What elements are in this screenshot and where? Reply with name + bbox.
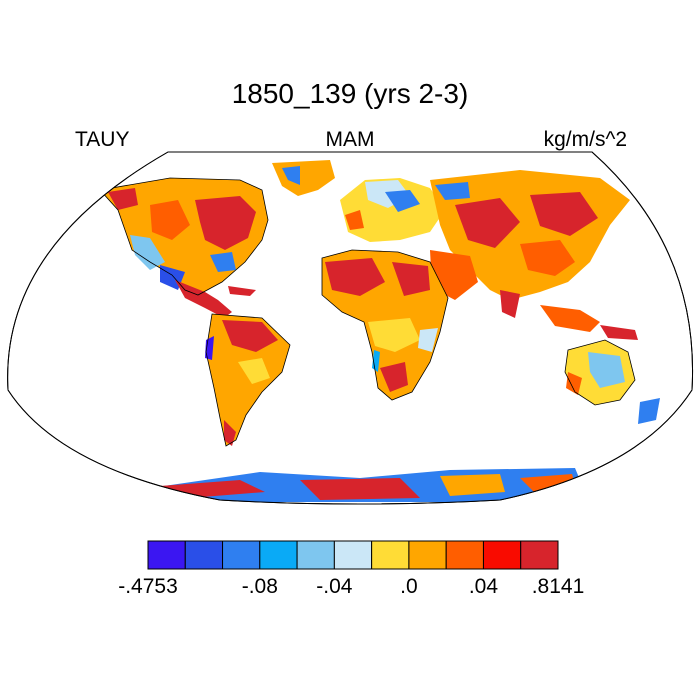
season-label: MAM: [325, 128, 375, 151]
colorbar-tick-label: -.08: [241, 575, 278, 598]
colorbar-tick-label: -.4753: [118, 575, 178, 598]
europe: [340, 178, 445, 242]
plot-title: 1850_139 (yrs 2-3): [231, 78, 469, 109]
colorbar-swatch: [222, 540, 261, 570]
colorbar: [147, 540, 559, 570]
central-america: [175, 280, 232, 318]
colorbar-swatch: [408, 540, 447, 570]
colorbar-tick-label: .8141: [531, 575, 585, 598]
land-field: [100, 160, 660, 502]
coastlines: [99, 177, 636, 447]
colorbar-swatch: [147, 540, 186, 570]
colorbar-swatch: [333, 540, 373, 570]
colorbar-swatch: [445, 540, 484, 570]
colorbar-swatch: [259, 540, 298, 570]
colorbar-swatch: [520, 540, 559, 570]
colorbar-tick-label: -.04: [316, 575, 353, 598]
colorbar-swatch: [371, 540, 410, 570]
map-projection: [7, 151, 694, 505]
colorbar-swatch: [184, 540, 224, 570]
colorbar-swatch: [296, 540, 335, 570]
colorbar-tick-label: .04: [468, 575, 499, 598]
variable-label: TAUY: [75, 128, 130, 151]
south-america: [206, 314, 290, 446]
colorbar-swatch: [482, 540, 522, 570]
units-label: kg/m/s^2: [543, 128, 627, 151]
colorbar-tick-label: .0: [400, 575, 418, 598]
